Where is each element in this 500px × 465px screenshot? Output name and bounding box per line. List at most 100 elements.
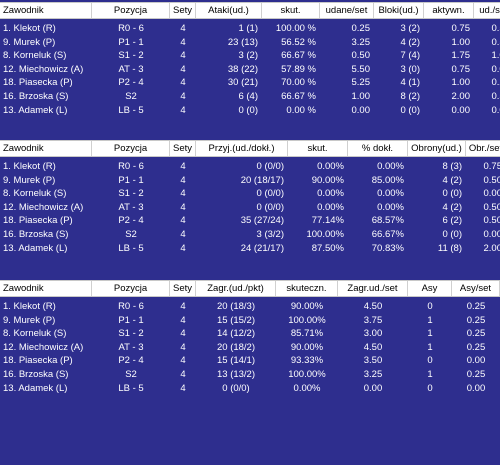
table-cell: 4: [180, 90, 186, 102]
table-cell: 0.00%: [293, 382, 321, 394]
column-header[interactable]: Zawodnik: [0, 281, 92, 296]
table-row[interactable]: 16. Brzoska (S) S2 4 13 (13/2) 100.00% 3.25 1 0…: [0, 368, 500, 382]
table-cell: 1. Klekot (R): [3, 161, 56, 172]
column-header[interactable]: skuteczn.: [276, 281, 338, 296]
table-cell: 13. Adamek (L): [3, 242, 68, 254]
table-cell: 4: [180, 63, 186, 75]
table-cell: 1: [427, 368, 433, 380]
table-cell: 4: [180, 242, 186, 254]
column-header[interactable]: ud./set: [474, 3, 500, 18]
table-row[interactable]: 18. Piasecka (P) P2 - 4 4 30 (21) 70.00 % 5.2…: [0, 76, 500, 90]
table-row[interactable]: 13. Adamek (L) LB - 5 4 24 (21/17) 87.50% 70.…: [0, 242, 500, 256]
table-cell: 4: [180, 328, 186, 340]
table-cell: 77.14%: [311, 215, 344, 227]
table-cell: P2 - 4: [118, 77, 144, 89]
column-header[interactable]: skut.: [262, 3, 320, 18]
column-header[interactable]: Obrony(ud.): [408, 141, 466, 156]
table-row[interactable]: 16. Brzoska (S) S2 4 6 (4) 66.67 % 1.00 8 (2) 2…: [0, 90, 500, 104]
table-cell: S1 - 2: [118, 188, 144, 200]
column-header[interactable]: Zagr.ud./set: [338, 281, 408, 296]
column-header[interactable]: udane/set: [320, 3, 374, 18]
table-row[interactable]: 13. Adamek (L) LB - 5 4 0 (0) 0.00 % 0.00 0 (0…: [0, 104, 500, 118]
table-cell: 20 (18/2): [216, 341, 256, 353]
table-cell: 18. Piasecka (P): [3, 77, 73, 89]
table-cell: 3.75: [363, 314, 383, 326]
table-row[interactable]: 12. Miechowicz (A) AT - 3 4 0 (0/0) 0.00% 0.0…: [0, 201, 500, 215]
table-cell: AT - 3: [118, 63, 144, 75]
column-header[interactable]: Bloki(ud.): [374, 3, 424, 18]
table-row[interactable]: 1. Klekot (R) R0 - 6 4 0 (0/0) 0.00% 0.00% 8 (…: [0, 160, 500, 174]
table-cell: 9. Murek (P): [3, 314, 56, 326]
table-cell: R0 - 6: [118, 161, 144, 172]
attack-block-table: Zawodnik Pozycja Sety Ataki(ud.) skut. udane/…: [0, 2, 500, 117]
table-cell: 12. Miechowicz (A): [3, 63, 84, 75]
table-cell: 4: [180, 36, 186, 48]
table-cell: 66.67 %: [281, 90, 316, 102]
table-row[interactable]: 12. Miechowicz (A) AT - 3 4 20 (18/2) 90.00%…: [0, 341, 500, 355]
table-cell: 12. Miechowicz (A): [3, 341, 84, 353]
table-cell: S2: [125, 90, 137, 102]
table-cell: 0 (0): [238, 104, 258, 116]
table-cell: 0.50: [491, 90, 500, 102]
table-cell: 3 (2): [400, 23, 420, 34]
table-cell: 4: [180, 228, 186, 240]
table-row[interactable]: 13. Adamek (L) LB - 5 4 0 (0/0) 0.00% 0.00 0 0.…: [0, 382, 500, 396]
table-cell: 9. Murek (P): [3, 174, 56, 186]
column-header[interactable]: Przyj.(ud./dokł.): [196, 141, 288, 156]
table-row[interactable]: 12. Miechowicz (A) AT - 3 4 38 (22) 57.89 % 5…: [0, 63, 500, 77]
table-cell: 30 (21): [227, 77, 258, 89]
table-cell: P1 - 1: [118, 314, 144, 326]
table-row[interactable]: 8. Korneluk (S) S1 - 2 4 0 (0/0) 0.00% 0.00% 0…: [0, 187, 500, 201]
column-header[interactable]: Sety: [170, 3, 196, 18]
table-cell: 1 (1): [238, 23, 258, 34]
table-row[interactable]: 1. Klekot (R) R0 - 6 4 20 (18/3) 90.00% 4.50 0…: [0, 300, 500, 314]
table-cell: 16. Brzoska (S): [3, 368, 69, 380]
table-cell: 0 (0): [442, 188, 462, 200]
table-row[interactable]: 8. Korneluk (S) S1 - 2 4 14 (12/2) 85.71% 3.0…: [0, 327, 500, 341]
table-row[interactable]: 16. Brzoska (S) S2 4 3 (3/2) 100.00% 66.67% 0 …: [0, 228, 500, 242]
table-cell: 23 (13): [227, 36, 258, 48]
table-cell: P2 - 4: [118, 355, 144, 367]
table-row[interactable]: 9. Murek (P) P1 - 1 4 20 (18/17) 90.00% 85.00…: [0, 174, 500, 188]
table-cell: 8. Korneluk (S): [3, 188, 67, 200]
table-row[interactable]: 18. Piasecka (P) P2 - 4 4 15 (14/1) 93.33% 3.…: [0, 354, 500, 368]
column-header[interactable]: Sety: [170, 281, 196, 296]
column-header[interactable]: Zawodnik: [0, 141, 92, 156]
table-cell: 3 (2): [238, 50, 258, 62]
column-header[interactable]: Pozycja: [92, 281, 170, 296]
table-cell: 0.25: [466, 341, 486, 353]
table-cell: 0.00%: [317, 161, 344, 172]
table-row[interactable]: 18. Piasecka (P) P2 - 4 4 35 (27/24) 77.14% 6…: [0, 214, 500, 228]
table-row[interactable]: 9. Murek (P) P1 - 1 4 23 (13) 56.52 % 3.25 4 (…: [0, 36, 500, 50]
column-header[interactable]: Obr./set: [466, 141, 500, 156]
column-header[interactable]: Zawodnik: [0, 3, 92, 18]
table-cell: 90.00%: [311, 174, 344, 186]
table-cell: 90.00%: [290, 301, 324, 312]
column-header[interactable]: Zagr.(ud./pkt): [196, 281, 276, 296]
table-cell: LB - 5: [118, 242, 144, 254]
table-cell: 3.25: [351, 36, 371, 48]
table-row[interactable]: 1. Klekot (R) R0 - 6 4 1 (1) 100.00 % 0.25 3 (…: [0, 22, 500, 36]
table-cell: 70.00 %: [281, 77, 316, 89]
table-cell: 0.00: [466, 382, 486, 394]
column-header[interactable]: Pozycja: [92, 141, 170, 156]
column-header[interactable]: skut.: [288, 141, 348, 156]
column-header[interactable]: Ataki(ud.): [196, 3, 262, 18]
column-header[interactable]: Asy: [408, 281, 452, 296]
column-header[interactable]: Pozycja: [92, 3, 170, 18]
table-cell: 0.25: [466, 301, 486, 312]
column-header[interactable]: aktywn.: [424, 3, 474, 18]
table-cell: 24 (21/17): [240, 242, 284, 254]
column-header[interactable]: Sety: [170, 141, 196, 156]
column-header[interactable]: % dokł.: [348, 141, 408, 156]
table-cell: 0.00: [491, 104, 500, 116]
table-cell: 4: [180, 355, 186, 367]
table-cell: 1.75: [451, 50, 471, 62]
table-cell: AT - 3: [118, 201, 144, 213]
table-row[interactable]: 8. Korneluk (S) S1 - 2 4 3 (2) 66.67 % 0.50 7 …: [0, 49, 500, 63]
table-cell: 13. Adamek (L): [3, 382, 68, 394]
table-cell: 100.00 %: [275, 23, 316, 34]
table-cell: 4: [180, 77, 186, 89]
table-row[interactable]: 9. Murek (P) P1 - 1 4 15 (15/2) 100.00% 3.75 1…: [0, 314, 500, 328]
column-header[interactable]: Asy/set: [452, 281, 500, 296]
